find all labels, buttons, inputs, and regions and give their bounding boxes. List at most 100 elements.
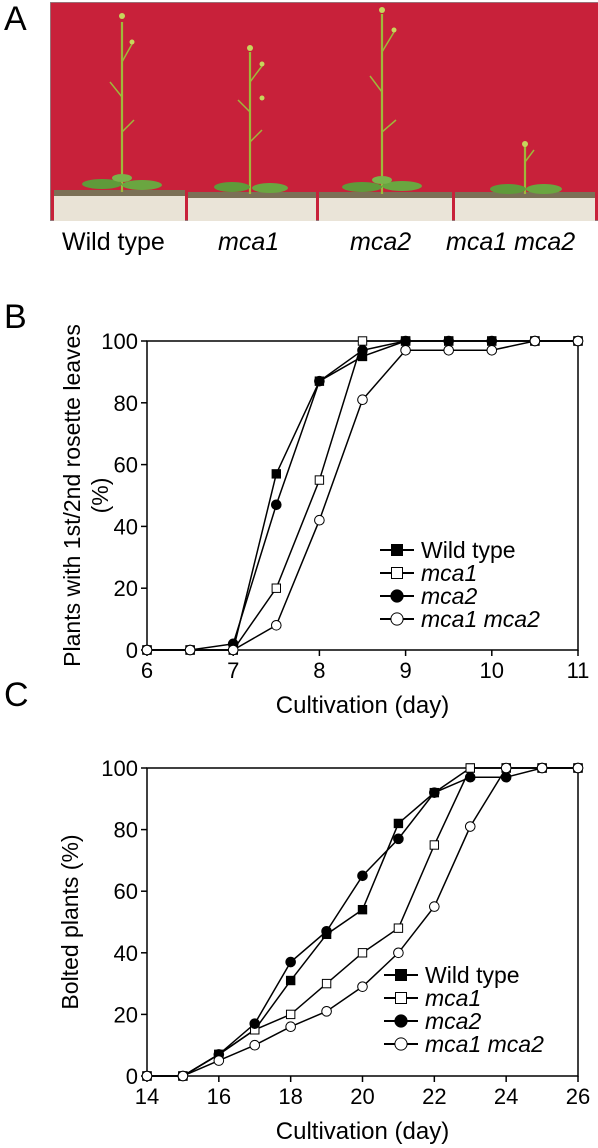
chart-b-y-axis-title-line: (%) [87, 478, 113, 514]
chart-b-x-tick-label: 8 [313, 658, 325, 683]
chart-c-series-line-mca1-mca2 [147, 767, 578, 1077]
chart-b-legend-marker-mca1-mca2 [390, 612, 404, 626]
chart-c-y-tick-label: 0 [126, 1064, 138, 1089]
chart-c-point-mca1-mca2 [572, 762, 584, 774]
panel-a-letter: A [4, 0, 27, 38]
chart-c-point-wild-type [357, 904, 368, 915]
chart-c-point-mca1-mca2 [464, 821, 476, 832]
chart-c-legend-label-mca1-mca2: mca1 mca2 [425, 1031, 544, 1057]
chart-b-point-mca1-mca2 [314, 514, 325, 526]
chart-c-series-line-mca1 [147, 767, 578, 1077]
chart-c-legend-marker-mca1 [395, 992, 407, 1004]
chart-c-point-mca1 [285, 1009, 296, 1020]
chart-c-legend-label-mca1: mca1 [425, 985, 481, 1011]
chart-c-point-mca1-mca2 [429, 901, 440, 912]
chart-b-point-wild-type [271, 469, 282, 479]
plant-photograph [50, 2, 598, 221]
photo-label-mca1-mca2: mca1 mca2 [446, 228, 576, 256]
chart-c-point-mca1-mca2 [500, 762, 512, 774]
chart-b-legend-label-mca1: mca1 [421, 560, 477, 586]
chart-b-y-axis-title: Plants with 1st/2nd rosette leaves(%) [59, 324, 113, 667]
chart-b-y-tick-label: 80 [114, 391, 138, 416]
photo-label-mca1: mca1 [218, 228, 280, 256]
chart-c-legend-marker-wild-type [395, 969, 407, 981]
chart-c-point-mca1-mca2 [357, 981, 368, 992]
chart-b-legend-label-mca1-mca2: mca1 mca2 [421, 606, 540, 632]
chart-c-point-wild-type [393, 818, 404, 829]
chart-c-y-tick-label: 20 [114, 1002, 138, 1027]
chart-c-legend-label-wild-type: Wild type [425, 962, 520, 988]
chart-c-point-mca2 [321, 925, 332, 937]
chart-c-y-tick-label: 60 [114, 879, 138, 904]
chart-b-point-mca1-mca2 [443, 344, 455, 356]
chart-c-legend-marker-mca1-mca2 [394, 1037, 408, 1051]
chart-b-point-mca1-mca2 [141, 644, 153, 656]
chart-b-point-mca1 [271, 583, 282, 593]
chart-b-y-tick-label: 100 [101, 329, 138, 354]
chart-b-y-tick-label: 60 [114, 453, 138, 478]
chart-c-point-mca1 [357, 948, 368, 958]
chart-c-point-mca1-mca2 [141, 1070, 153, 1082]
chart-b-legend-marker-mca1 [391, 567, 403, 579]
chart-b-y-tick-label: 20 [114, 576, 138, 601]
chart-b-point-mca1-mca2 [357, 394, 368, 406]
chart-b-point-mca1-mca2 [400, 344, 411, 356]
chart-b-point-mca1-mca2 [184, 644, 196, 656]
chart-b-point-mca2 [271, 499, 282, 511]
chart-c-point-mca2 [357, 870, 368, 882]
chart-c-point-mca2 [500, 771, 512, 783]
panel-c-letter: C [4, 676, 29, 714]
chart-b-legend-marker-wild-type [391, 544, 403, 556]
chart-b-y-axis-title-line: Plants with 1st/2nd rosette leaves [59, 324, 85, 667]
chart-b-x-tick-label: 10 [480, 658, 504, 683]
chart-b-point-mca1-mca2 [486, 344, 498, 356]
chart-b-y-tick-label: 0 [126, 638, 138, 663]
chart-b-point-mca1-mca2 [271, 619, 282, 631]
chart-c-point-mca1-mca2 [249, 1039, 261, 1051]
chart-c-point-mca1-mca2 [213, 1055, 225, 1066]
chart-c-y-tick-label: 100 [101, 756, 138, 781]
chart-c-point-mca1-mca2 [321, 1006, 332, 1017]
chart-c-x-axis-title: Cultivation (day) [276, 1118, 449, 1145]
chart-c-x-tick-label: 24 [494, 1084, 518, 1109]
chart-c-point-mca1 [465, 763, 475, 773]
chart-c-point-mca1-mca2 [536, 762, 548, 774]
photo-label-wild-type: Wild type [62, 228, 165, 256]
panel-b-letter: B [4, 298, 27, 336]
chart-c-y-tick-label: 80 [114, 818, 138, 843]
chart-c-point-mca1 [393, 923, 404, 933]
chart-b-legend-label-wild-type: Wild type [421, 537, 516, 563]
chart-c-y-axis-title-line: Bolted plants (%) [57, 834, 83, 1009]
chart-c-x-tick-label: 16 [207, 1084, 231, 1109]
chart-c-point-mca1-mca2 [285, 1021, 296, 1033]
chart-b-x-tick-label: 11 [567, 658, 590, 683]
chart-b-point-mca1-mca2 [572, 335, 584, 347]
chart-c-point-mca2 [393, 833, 404, 845]
chart-c-legend-label-mca2: mca2 [425, 1008, 481, 1034]
chart-c-point-mca2 [464, 771, 476, 783]
chart-b-point-mca1-mca2 [227, 644, 239, 656]
chart-c-x-tick-label: 18 [278, 1084, 302, 1109]
chart-c-point-mca1 [429, 840, 440, 850]
chart-b-y-tick-label: 40 [114, 514, 138, 539]
chart-c-point-mca1 [321, 978, 332, 989]
chart-c-series-line-wild-type [147, 767, 578, 1077]
chart-c-point-mca2 [429, 787, 440, 798]
chart-b-point-mca1 [314, 475, 325, 485]
photo-label-mca2: mca2 [350, 228, 412, 256]
chart-c-plot-frame [146, 767, 579, 1077]
chart-c-point-mca1-mca2 [177, 1070, 189, 1082]
chart-b-point-mca1-mca2 [529, 335, 541, 347]
chart-c-y-tick-label: 40 [114, 941, 138, 966]
chart-c-x-tick-label: 20 [350, 1084, 374, 1109]
chart-c-point-mca2 [249, 1018, 261, 1029]
chart-b-x-tick-label: 6 [141, 658, 153, 683]
chart-c-series-line-mca2 [147, 767, 578, 1077]
chart-b-legend-label-mca2: mca2 [421, 583, 477, 609]
chart-b-x-axis-title: Cultivation (day) [276, 692, 449, 719]
chart-b-point-mca2 [357, 344, 368, 356]
chart-c-x-tick-label: 22 [422, 1084, 446, 1109]
chart-c-x-tick-label: 26 [566, 1084, 590, 1109]
chart-b-legend-marker-mca2 [390, 589, 404, 603]
